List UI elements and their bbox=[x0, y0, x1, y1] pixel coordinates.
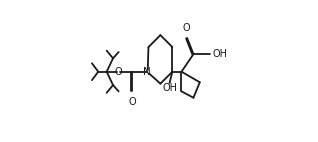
Text: OH: OH bbox=[213, 49, 228, 59]
Text: O: O bbox=[128, 97, 136, 107]
Text: O: O bbox=[183, 23, 190, 33]
Text: N: N bbox=[143, 67, 151, 77]
Text: OH: OH bbox=[162, 83, 177, 93]
Text: O: O bbox=[115, 67, 122, 77]
